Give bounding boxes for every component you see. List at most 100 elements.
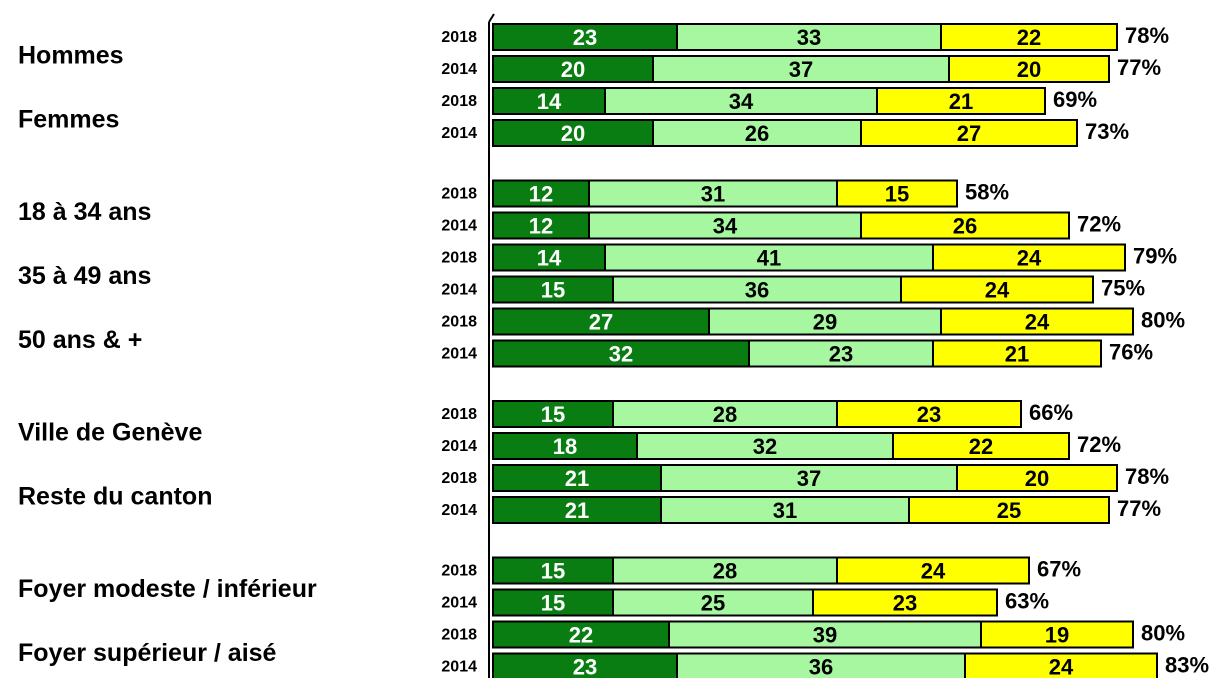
bar-segment <box>836 179 958 208</box>
bar-segment <box>492 464 662 492</box>
segment-label: 25 <box>701 590 725 615</box>
bar-segment <box>492 211 590 240</box>
total-label: 58% <box>965 179 1009 204</box>
segment-label: 22 <box>969 434 993 459</box>
year-label: 2018 <box>441 250 477 267</box>
segment-label: 14 <box>537 245 562 270</box>
total-label: 80% <box>1141 307 1185 332</box>
bar-segment <box>492 496 662 524</box>
year-label: 2018 <box>441 29 477 46</box>
bar-segment <box>900 275 1094 304</box>
bar-segment <box>612 275 902 304</box>
year-label: 2014 <box>441 125 477 142</box>
bar-segment <box>836 400 1022 428</box>
group-label: Foyer supérieur / aisé <box>18 639 277 667</box>
axis-cap <box>488 13 495 23</box>
segment-label: 41 <box>757 245 781 270</box>
year-label: 2018 <box>441 186 477 203</box>
segment-label: 28 <box>713 402 737 427</box>
total-label: 83% <box>1165 652 1209 677</box>
bar-segment <box>956 464 1118 492</box>
segment-label: 24 <box>985 277 1010 302</box>
segment-label: 24 <box>1025 309 1050 334</box>
total-label: 63% <box>1005 588 1049 613</box>
year-label: 2018 <box>441 627 477 644</box>
total-label: 80% <box>1141 620 1185 645</box>
segment-label: 25 <box>997 498 1021 523</box>
bar-segment <box>860 211 1070 240</box>
year-label: 2014 <box>441 346 477 363</box>
year-label: 2018 <box>441 93 477 110</box>
bar-segment <box>660 464 958 492</box>
segment-label: 21 <box>565 466 589 491</box>
bar-segment <box>748 339 934 368</box>
segment-label: 15 <box>541 402 565 427</box>
bar-segment <box>964 652 1158 678</box>
segment-label: 23 <box>917 402 941 427</box>
segment-label: 14 <box>537 89 562 114</box>
segment-label: 29 <box>813 309 837 334</box>
bar-segment <box>492 432 638 460</box>
total-label: 78% <box>1125 464 1169 489</box>
segment-label: 20 <box>561 121 585 146</box>
bar-segment <box>940 307 1134 336</box>
year-label: 2014 <box>441 595 477 612</box>
segment-label: 26 <box>745 121 769 146</box>
bar-segment <box>836 556 1030 585</box>
segment-label: 22 <box>1017 25 1041 50</box>
bar-segment <box>932 339 1102 368</box>
bar-segment <box>932 243 1126 272</box>
segment-label: 23 <box>573 25 597 50</box>
total-label: 72% <box>1077 211 1121 236</box>
bar-segment <box>676 23 942 51</box>
segment-label: 34 <box>713 213 738 238</box>
segment-label: 21 <box>1005 341 1029 366</box>
bar-segment <box>876 87 1046 115</box>
segment-label: 20 <box>1017 57 1041 82</box>
segment-label: 23 <box>573 654 597 678</box>
segment-label: 24 <box>921 558 946 583</box>
bar-segment <box>612 588 814 617</box>
bar-segment <box>652 119 862 147</box>
segment-label: 34 <box>729 89 754 114</box>
total-label: 72% <box>1077 432 1121 457</box>
segment-label: 33 <box>797 25 821 50</box>
total-label: 78% <box>1125 23 1169 48</box>
segment-label: 24 <box>1049 654 1074 678</box>
bar-segment <box>492 243 606 272</box>
segment-label: 12 <box>529 213 553 238</box>
bar-segment <box>980 620 1134 649</box>
group-label: Ville de Genève <box>18 419 202 447</box>
group-label: 18 à 34 ans <box>18 198 151 226</box>
segment-label: 27 <box>589 309 613 334</box>
bar-segment <box>588 179 838 208</box>
bar-segment <box>812 588 998 617</box>
group-label: Reste du canton <box>18 483 212 511</box>
year-label: 2018 <box>441 406 477 423</box>
segment-label: 36 <box>809 654 833 678</box>
bar-segment <box>612 400 838 428</box>
year-label: 2018 <box>441 314 477 331</box>
total-label: 73% <box>1085 119 1129 144</box>
bar-segment <box>492 339 750 368</box>
bar-segment <box>492 652 678 678</box>
segment-label: 28 <box>713 558 737 583</box>
total-label: 75% <box>1101 275 1145 300</box>
group-label: 50 ans & + <box>18 326 142 354</box>
total-label: 67% <box>1037 556 1081 581</box>
segment-label: 36 <box>745 277 769 302</box>
bar-segment <box>708 307 942 336</box>
segment-label: 31 <box>701 181 725 206</box>
segment-label: 15 <box>541 277 565 302</box>
segment-label: 22 <box>569 622 593 647</box>
segment-label: 37 <box>797 466 821 491</box>
segment-label: 15 <box>885 181 909 206</box>
total-label: 77% <box>1117 496 1161 521</box>
total-label: 69% <box>1053 87 1097 112</box>
segment-label: 26 <box>953 213 977 238</box>
segment-label: 20 <box>1025 466 1049 491</box>
bar-segment <box>908 496 1110 524</box>
year-label: 2014 <box>441 218 477 235</box>
group-label: Hommes <box>18 42 124 70</box>
